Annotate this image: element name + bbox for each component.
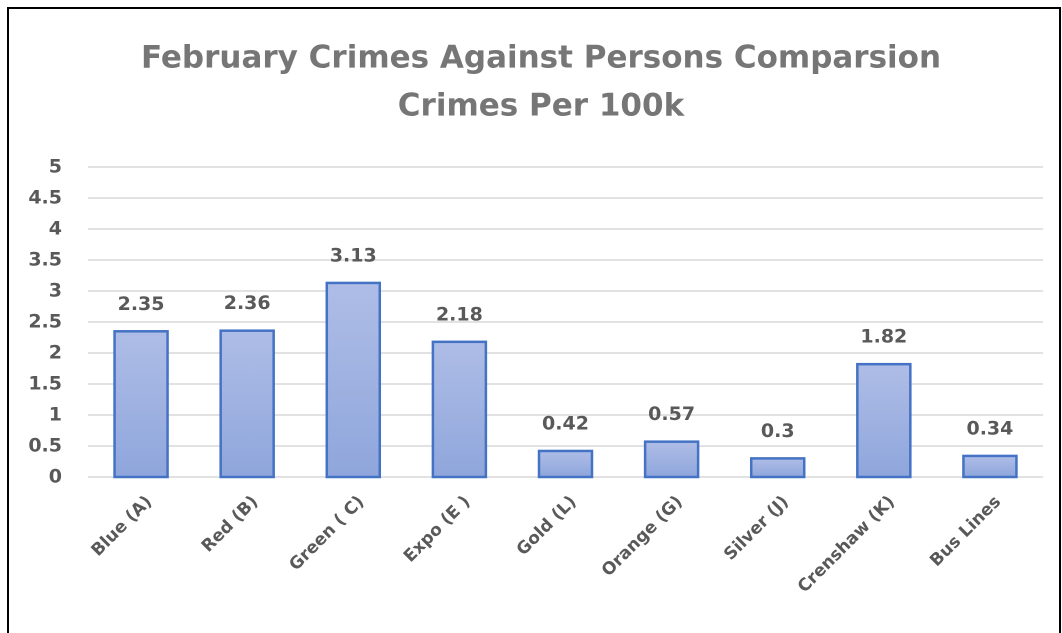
bar [325, 281, 382, 479]
y-tick-label: 0.5 [28, 435, 62, 457]
bar [219, 329, 275, 479]
data-label: 3.13 [330, 244, 377, 266]
y-tick-label: 3.5 [28, 249, 62, 271]
chart-title: February Crimes Against Persons Comparsi… [141, 40, 941, 76]
data-label: 0.34 [966, 417, 1013, 439]
y-tick-label: 1.5 [28, 373, 62, 395]
y-tick-label: 0 [49, 466, 62, 488]
chart-subtitle: Crimes Per 100k [398, 88, 686, 124]
data-label: 2.18 [436, 303, 483, 325]
y-tick-label: 2 [49, 342, 62, 364]
y-tick-label: 3 [49, 280, 62, 302]
bar [113, 330, 169, 479]
data-label: 1.82 [860, 326, 907, 348]
y-tick-label: 4 [49, 218, 62, 240]
chart-frame [7, 7, 1061, 633]
y-tick-label: 4.5 [28, 187, 62, 209]
data-label: 0.57 [648, 403, 695, 425]
bar [749, 457, 806, 479]
data-label: 2.36 [224, 292, 271, 314]
data-label: 2.35 [118, 293, 165, 315]
bar [643, 440, 700, 479]
bar [537, 449, 594, 479]
bar [962, 454, 1018, 479]
bar [431, 340, 488, 479]
data-label: 0.42 [542, 412, 589, 434]
y-tick-label: 1 [49, 404, 62, 426]
y-tick-label: 5 [49, 156, 62, 178]
data-label: 0.3 [761, 420, 795, 442]
y-tick-label: 2.5 [28, 311, 62, 333]
bar [856, 362, 912, 479]
